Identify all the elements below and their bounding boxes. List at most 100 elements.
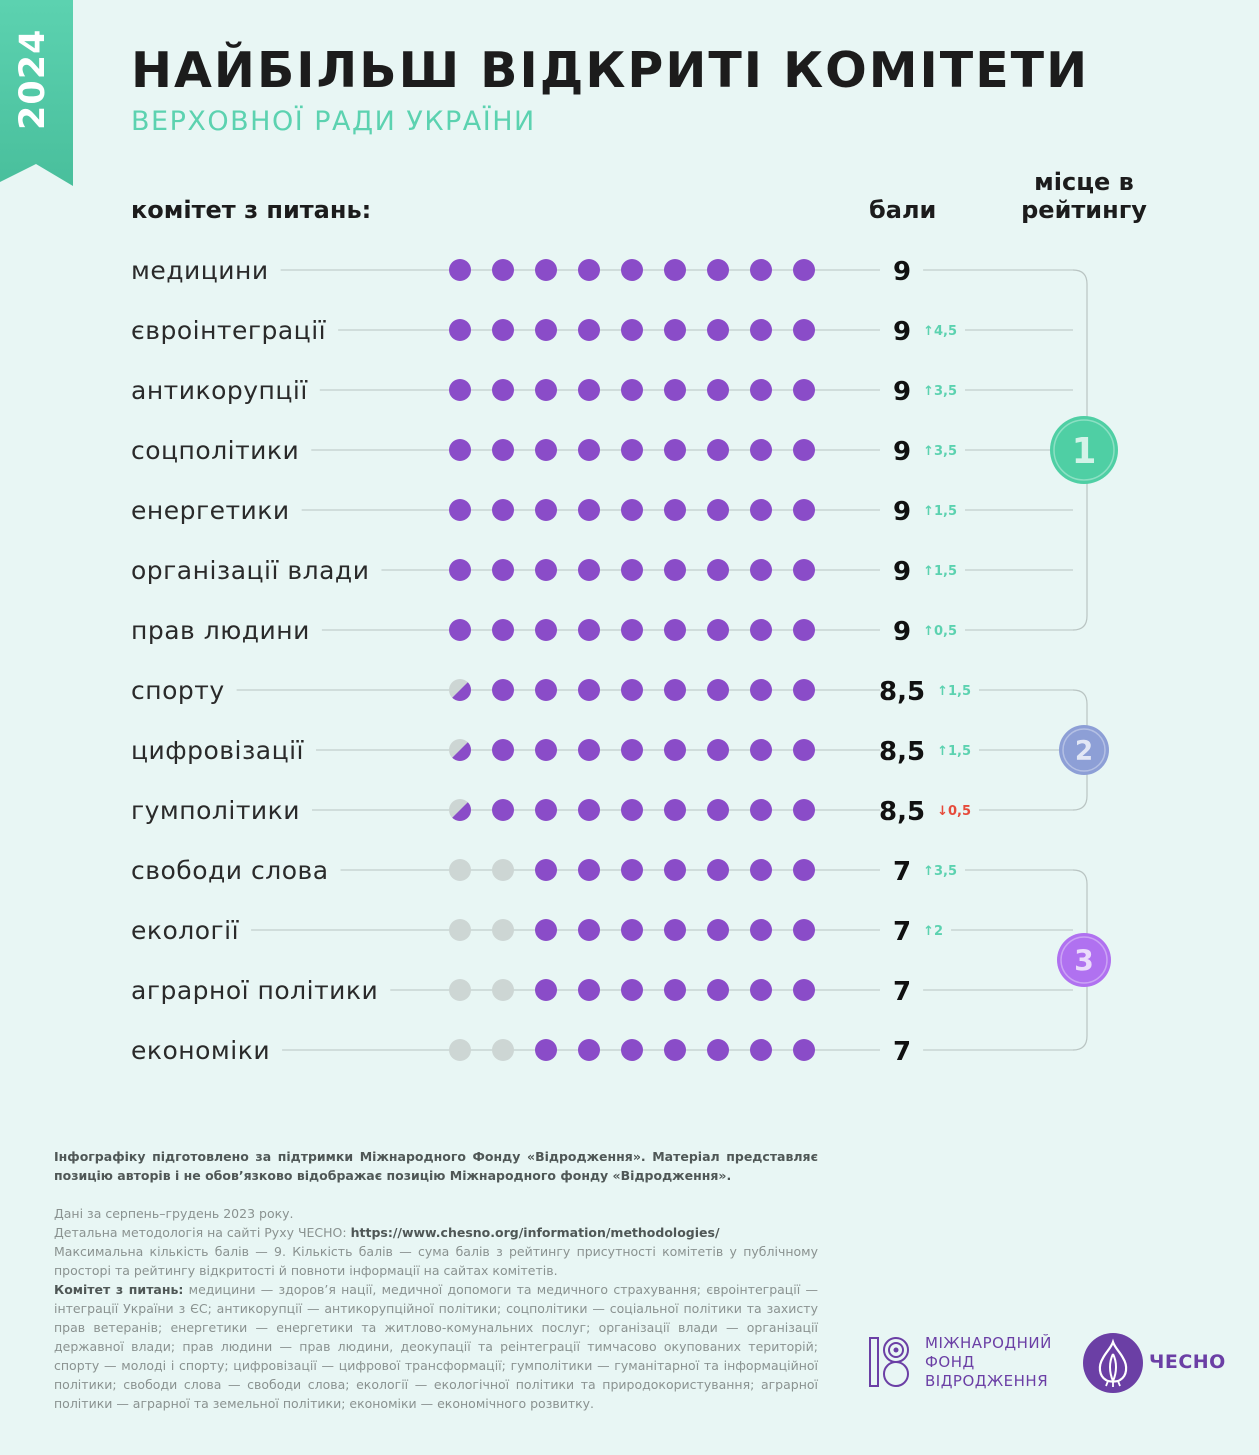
score-dot-filled (492, 799, 514, 821)
score-dot-filled (578, 859, 600, 881)
score-dot-half (449, 679, 471, 701)
score-dot-filled (707, 559, 729, 581)
score-change: ↑1,5 (923, 564, 957, 579)
garlic-icon (1083, 1333, 1143, 1393)
score-dot-filled (578, 979, 600, 1001)
score-dot-filled (793, 379, 815, 401)
score-dot-filled (750, 259, 772, 281)
legend-title: Комітет з питань: (54, 1282, 184, 1297)
score-dot-filled (621, 499, 643, 521)
score-dot-filled (535, 319, 557, 341)
committee-label: аграрної політики (131, 976, 378, 1005)
score-dot-filled (492, 619, 514, 641)
score-dot-filled (664, 499, 686, 521)
score-dot-filled (750, 619, 772, 641)
methodology-note: Детальна методологія на сайті Руху ЧЕСНО… (54, 1223, 818, 1242)
committee-label: гумполітики (131, 796, 300, 825)
rank-badge-ring (1060, 936, 1108, 984)
score-dot-filled (621, 319, 643, 341)
score-dot-filled (707, 859, 729, 881)
rank-badge: 3 (1057, 933, 1111, 987)
score-dot-filled (707, 1039, 729, 1061)
score-dot-empty (492, 1039, 514, 1061)
rank-header: місце в рейтингу (1021, 168, 1147, 224)
score-dot-filled (750, 799, 772, 821)
page-title: НАЙБІЛЬШ ВІДКРИТІ КОМІТЕТИ (131, 42, 1090, 99)
committee-row: свободи слова 7 ↑3,5 (131, 856, 1073, 887)
score-dot-filled (621, 259, 643, 281)
score-dot-filled (621, 619, 643, 641)
score-dot-filled (707, 379, 729, 401)
score-change: ↑1,5 (937, 744, 971, 759)
score-dot-filled (621, 439, 643, 461)
score-change: ↑1,5 (937, 684, 971, 699)
irf-line3: ВІДРОДЖЕННЯ (925, 1372, 1049, 1390)
committee-label: цифровізації (131, 736, 305, 765)
methodology-link[interactable]: https://www.chesno.org/information/metho… (350, 1225, 720, 1240)
committee-chart: медицини 9 євроінтеграції 9 ↑4,5 антикорупції… (131, 256, 1118, 1067)
score-dot-filled (621, 379, 643, 401)
score-dot-filled (793, 439, 815, 461)
score-dot-filled (621, 1039, 643, 1061)
score-dot-filled (750, 499, 772, 521)
score-dot-filled (621, 739, 643, 761)
score-dot-filled (621, 859, 643, 881)
score-dot-filled (492, 259, 514, 281)
committee-label: енергетики (131, 496, 290, 525)
score-dot-filled (707, 739, 729, 761)
score-dot-filled (449, 439, 471, 461)
score-dot-filled (750, 319, 772, 341)
score-dot-filled (578, 379, 600, 401)
score-dot-empty (449, 919, 471, 941)
score-dot-filled (750, 919, 772, 941)
committee-label: соцполітики (131, 436, 299, 465)
irf-logo-text: МІЖНАРОДНИЙ ФОНД ВІДРОДЖЕННЯ (925, 1334, 1052, 1391)
score-dot-filled (664, 319, 686, 341)
score-dot-filled (578, 439, 600, 461)
score-dot-filled (750, 859, 772, 881)
score-dot-filled (449, 499, 471, 521)
score-dot-filled (793, 979, 815, 1001)
score-dot-empty (449, 859, 471, 881)
score-dot-empty (492, 859, 514, 881)
committee-row: цифровізації 8,5 ↑1,5 (131, 736, 1073, 767)
score-change: ↑1,5 (923, 504, 957, 519)
score-value: 7 (893, 917, 911, 947)
score-dot-filled (578, 799, 600, 821)
score-dot-filled (750, 1039, 772, 1061)
score-dot-filled (621, 559, 643, 581)
score-dot-filled (793, 859, 815, 881)
score-dot-filled (793, 679, 815, 701)
committee-row: медицини 9 (131, 256, 1073, 287)
score-value: 9 (893, 437, 911, 467)
committee-row: енергетики 9 ↑1,5 (131, 496, 1073, 527)
committee-label: спорту (131, 676, 225, 705)
half-dot-filled (452, 742, 471, 761)
score-dot-filled (707, 919, 729, 941)
score-dot-filled (578, 499, 600, 521)
score-header: бали (869, 196, 937, 224)
score-dot-filled (793, 1039, 815, 1061)
score-dot-filled (492, 499, 514, 521)
score-dot-filled (707, 439, 729, 461)
score-dot-filled (664, 619, 686, 641)
committee-row: організації влади 9 ↑1,5 (131, 556, 1073, 587)
score-dot-filled (664, 859, 686, 881)
score-dot-filled (621, 679, 643, 701)
score-dot-filled (621, 979, 643, 1001)
period-note: Дані за серпень–грудень 2023 року. (54, 1206, 294, 1221)
score-dot-filled (707, 619, 729, 641)
score-dot-filled (492, 679, 514, 701)
score-change: ↑2 (923, 924, 943, 939)
score-dot-filled (707, 319, 729, 341)
score-dot-filled (664, 679, 686, 701)
score-value: 9 (893, 617, 911, 647)
score-dot-filled (535, 739, 557, 761)
rank-badge-label: 2 (1075, 737, 1093, 767)
score-dot-filled (750, 379, 772, 401)
score-dot-filled (578, 919, 600, 941)
score-value: 7 (893, 1037, 911, 1067)
score-dot-filled (793, 919, 815, 941)
score-dot-filled (535, 499, 557, 521)
score-dot-filled (621, 799, 643, 821)
